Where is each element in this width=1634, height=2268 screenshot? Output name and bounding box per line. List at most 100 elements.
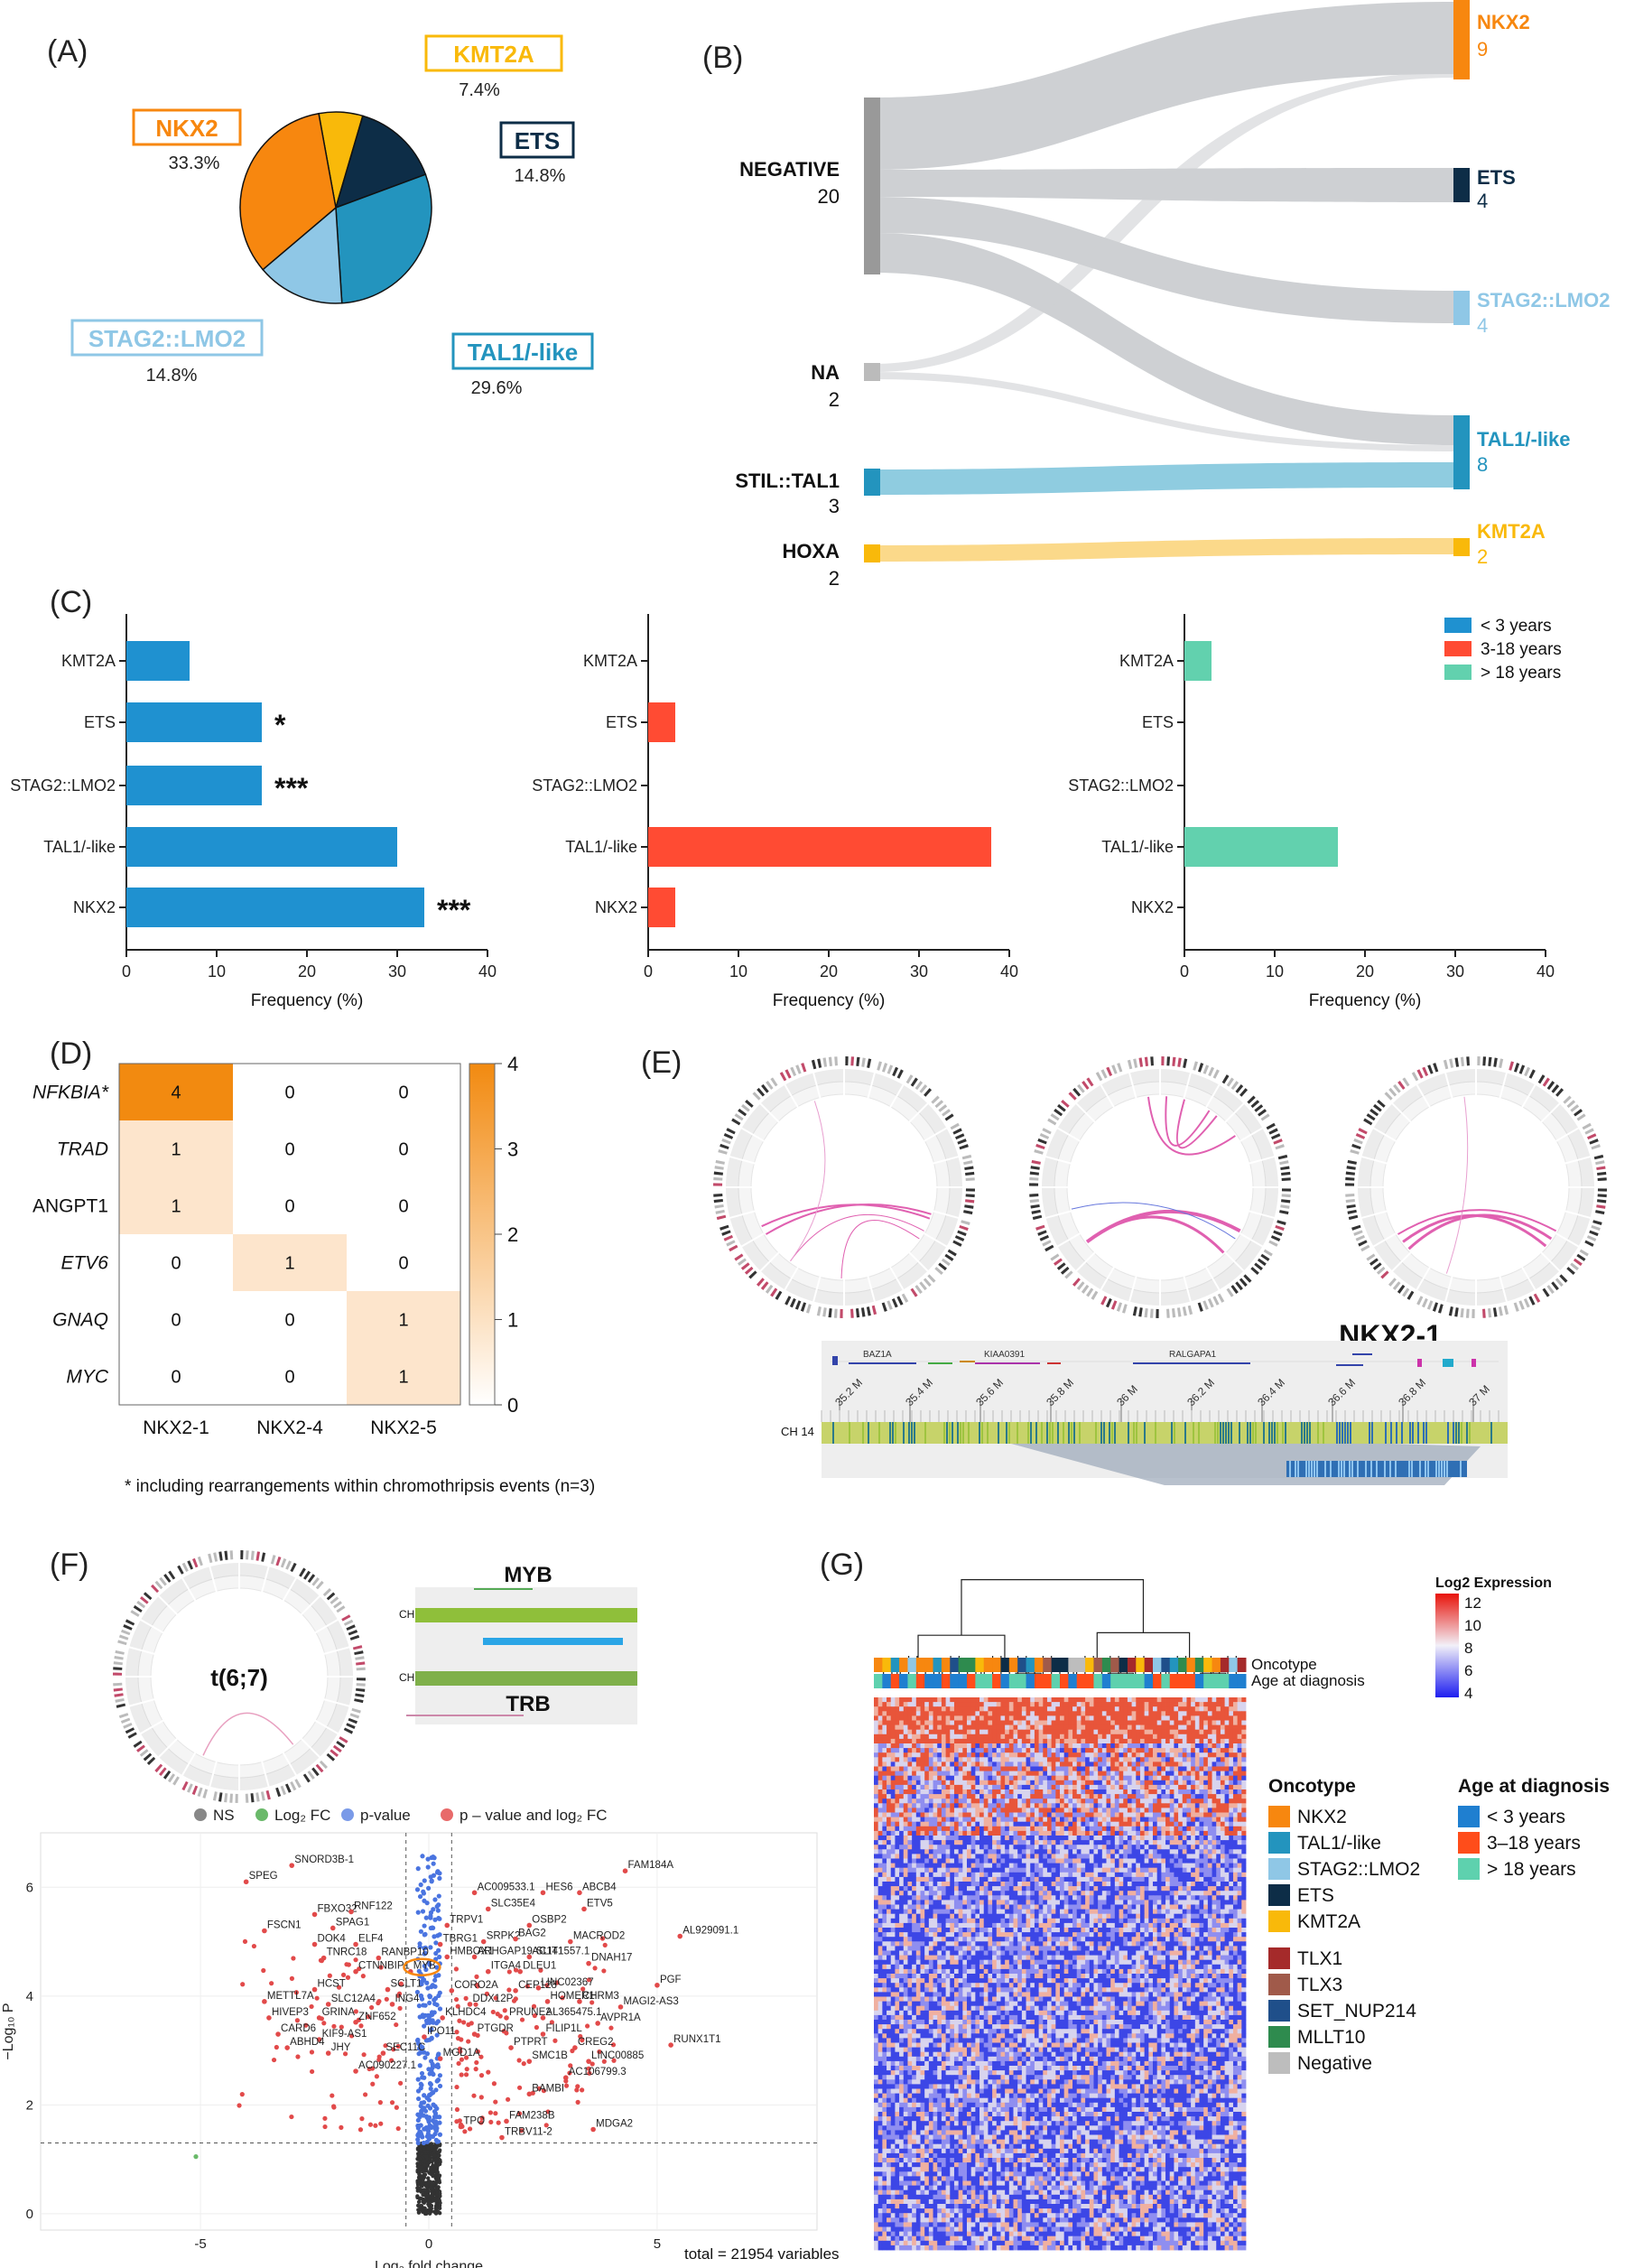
- heatmap-cell: [1169, 1830, 1174, 1836]
- heatmap-cell: [1013, 1789, 1018, 1795]
- circos-divider: [1128, 1275, 1137, 1304]
- heatmap-cell: [1186, 1697, 1192, 1703]
- heatmap-cell: [924, 1743, 930, 1749]
- heatmap-cell: [1034, 1789, 1039, 1795]
- heatmap-cell: [1178, 1720, 1184, 1725]
- heatmap-cell: [1220, 1748, 1225, 1753]
- heatmap-cell: [1123, 1729, 1128, 1735]
- heatmap-cell: [1101, 1812, 1107, 1817]
- age-cell: [992, 1674, 1001, 1688]
- heatmap-cell: [933, 1757, 938, 1762]
- heatmap-cell: [1178, 1711, 1184, 1716]
- heatmap-cell: [887, 1789, 892, 1795]
- heatmap-cell: [1043, 1702, 1048, 1707]
- heatmap-cell: [1063, 1729, 1069, 1735]
- heatmap-cell: [1081, 1817, 1086, 1823]
- age-cell: [1026, 1674, 1035, 1688]
- heatmap-cell: [1017, 1766, 1023, 1771]
- heatmap-cell: [1005, 1715, 1010, 1721]
- heatmap-cell: [1161, 1771, 1166, 1777]
- heatmap-cell: [1038, 1780, 1044, 1786]
- heatmap-cell: [1114, 1799, 1119, 1804]
- heatmap-cell: [933, 1761, 938, 1767]
- heatmap-cell: [1212, 1812, 1217, 1817]
- heatmap-cell: [979, 1799, 985, 1804]
- heatmap-cell: [945, 1784, 951, 1790]
- heatmap-cell: [928, 1789, 933, 1795]
- heatmap-cell: [1119, 1729, 1124, 1735]
- labelled-point: [389, 2002, 395, 2007]
- heatmap-cell: [1199, 1729, 1204, 1735]
- heatmap-cell: [1005, 1821, 1010, 1827]
- ideogram-band: [1437, 1304, 1444, 1314]
- heatmap-cell: [1237, 1734, 1242, 1740]
- heatmap-cell: [1207, 1702, 1212, 1707]
- labelled-point: [572, 2045, 578, 2050]
- heatmap-cell: [1139, 1817, 1146, 1823]
- circos-divider: [758, 1250, 781, 1273]
- heatmap-cell: [1220, 1761, 1225, 1767]
- heatmap-cell: [877, 1729, 883, 1735]
- heatmap-cell: [1136, 1697, 1141, 1703]
- heatmap-cell: [1123, 1836, 1128, 1841]
- heatmap-cell: [1008, 1794, 1014, 1799]
- point-pvalue: [417, 2115, 422, 2120]
- heatmap-cell: [992, 1706, 998, 1712]
- ideogram-band: [1376, 1266, 1386, 1275]
- point-significant: [543, 2123, 549, 2128]
- heatmap-cell: [1148, 1738, 1154, 1744]
- heatmap-cell: [1089, 1784, 1094, 1790]
- heatmap-cell: [920, 1734, 925, 1740]
- heatmap-cell: [1085, 1715, 1091, 1721]
- heatmap-cell: [899, 1752, 905, 1758]
- heatmap-cell: [967, 1766, 972, 1771]
- labelled-point: [289, 1863, 295, 1868]
- ideogram-band: [731, 1118, 741, 1126]
- ideogram-band: [1358, 1240, 1368, 1247]
- ideogram-band: [715, 1159, 725, 1165]
- heatmap-cell: [928, 1711, 933, 1716]
- heatmap-cell: [1224, 1724, 1230, 1731]
- point-ns: [435, 2154, 441, 2160]
- heatmap-cell: [1030, 1817, 1035, 1823]
- heatmap-cell: [988, 1761, 993, 1767]
- heatmap-cell: [924, 1808, 930, 1813]
- ideogram-band: [1528, 1069, 1536, 1079]
- heatmap-cell: [992, 1761, 998, 1767]
- heatmap-cell: [899, 1812, 905, 1817]
- ideogram-band: [154, 1580, 163, 1590]
- heatmap-cell: [1203, 1780, 1209, 1786]
- point-ns: [418, 2175, 423, 2180]
- ideogram-band: [790, 1066, 797, 1077]
- heatmap-cell: [1081, 1812, 1086, 1817]
- y-tick-label: 0: [26, 2207, 33, 2222]
- heatmap-cell: [1021, 1697, 1026, 1703]
- heatmap-cell: [950, 1761, 955, 1767]
- heatmap-cell: [1076, 1784, 1082, 1790]
- circos-divider: [907, 1250, 930, 1273]
- heatmap-cell: [996, 1748, 1001, 1753]
- ideogram-band: [1235, 1084, 1244, 1093]
- heatmap-cell: [1144, 1752, 1149, 1758]
- heatmap-cell: [1119, 1734, 1124, 1740]
- heatmap-cell: [882, 1711, 887, 1716]
- point-pvalue: [430, 2071, 436, 2077]
- heatmap-cell: [1199, 1780, 1204, 1786]
- heatmap-cell: [924, 1780, 930, 1786]
- ideogram-band: [115, 1697, 125, 1703]
- ideogram-band: [713, 1183, 723, 1186]
- heatmap-cell: [996, 1771, 1001, 1777]
- ideogram-band: [1172, 1056, 1176, 1066]
- ch14-stripe: [1073, 1422, 1075, 1444]
- heatmap-cell: [895, 1784, 900, 1790]
- heatmap-cell: [953, 1702, 960, 1707]
- heatmap-cell: [958, 1803, 963, 1808]
- gene-label: SCLT1: [390, 1979, 422, 1990]
- point-significant: [516, 2058, 522, 2063]
- heatmap-cell: [1229, 1821, 1234, 1827]
- heatmap-cell: [996, 1775, 1001, 1781]
- heatmap-cell: [937, 1836, 942, 1841]
- heatmap-cell: [953, 1734, 960, 1740]
- labelled-point: [348, 1909, 354, 1915]
- point-ns: [428, 2185, 433, 2190]
